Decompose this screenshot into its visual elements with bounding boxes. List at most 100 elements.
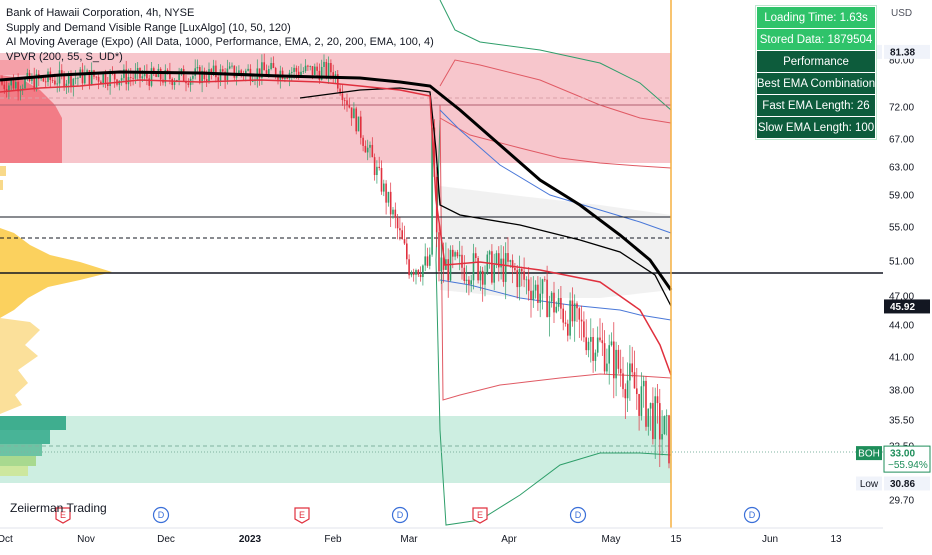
candle	[100, 80, 102, 84]
candle	[610, 332, 613, 347]
candle	[164, 64, 167, 87]
candle	[583, 311, 585, 343]
candle	[215, 60, 217, 83]
candle	[534, 280, 537, 299]
info-row-performance: Performance	[757, 51, 875, 72]
candle	[415, 268, 417, 285]
candle	[231, 62, 233, 69]
indicator-legend: Bank of Hawaii Corporation, 4h, NYSE Sup…	[6, 6, 434, 64]
candle	[530, 277, 532, 318]
candle	[97, 74, 100, 90]
candle	[636, 367, 638, 410]
candle	[461, 245, 463, 280]
candle	[567, 319, 569, 342]
candle	[263, 53, 265, 71]
candle	[440, 242, 443, 284]
candle	[196, 59, 199, 73]
chart-title[interactable]: Bank of Hawaii Corporation, 4h, NYSE	[6, 7, 195, 19]
candle	[442, 242, 445, 283]
candle	[491, 244, 493, 285]
candle	[613, 322, 615, 399]
candle	[348, 97, 351, 109]
candle	[532, 276, 535, 308]
legend-indicator-supply-demand[interactable]: Supply and Demand Visible Range [LuxAlgo…	[6, 21, 291, 34]
candle	[56, 76, 58, 93]
candle	[371, 137, 374, 158]
candle	[590, 318, 592, 363]
candle	[95, 76, 98, 81]
candle	[495, 250, 498, 269]
candle	[392, 207, 394, 219]
candle	[369, 141, 371, 158]
info-row-slow-ema: Slow EMA Length: 100	[757, 117, 875, 138]
candle	[222, 65, 224, 73]
candle	[272, 56, 275, 69]
svg-text:E: E	[477, 510, 483, 520]
svg-text:D: D	[397, 510, 404, 520]
price-tag-value: 45.92	[890, 302, 915, 313]
candle	[585, 319, 587, 355]
candle	[412, 268, 415, 282]
candle	[578, 307, 581, 338]
currency-label[interactable]: USD	[891, 8, 913, 19]
candle	[488, 249, 491, 269]
candle	[341, 84, 344, 106]
candle	[541, 278, 544, 310]
candle	[472, 243, 475, 290]
candle	[362, 135, 364, 152]
candle	[353, 102, 355, 119]
earnings-marker: E	[55, 507, 71, 524]
candle	[507, 237, 509, 266]
y-tick-label: 72.00	[889, 103, 914, 114]
candle	[327, 56, 330, 84]
x-tick-label: Nov	[77, 534, 95, 545]
candle	[396, 214, 399, 240]
dividend-marker: D	[391, 506, 409, 524]
candle	[525, 276, 528, 295]
candle	[573, 294, 576, 342]
dividend-marker: D	[743, 506, 761, 524]
candle	[33, 67, 35, 92]
candle	[571, 287, 574, 327]
candle	[403, 225, 406, 246]
candle	[504, 242, 507, 300]
x-tick-label: Mar	[400, 534, 418, 545]
candle	[493, 253, 495, 291]
candle	[424, 243, 426, 272]
candle	[548, 295, 551, 337]
candle	[555, 301, 558, 314]
candle	[539, 277, 541, 318]
candle	[357, 116, 360, 132]
candle	[419, 266, 422, 282]
candle	[649, 402, 652, 431]
time-axis[interactable]: Oct Nov Dec 2023 Feb Mar Apr May 15 Jun 13	[0, 534, 842, 545]
candle	[477, 255, 479, 284]
candle	[10, 79, 12, 91]
candle	[364, 140, 367, 153]
y-tick-label: 44.00	[889, 321, 914, 332]
candle	[12, 74, 15, 90]
candle	[270, 57, 272, 71]
candle	[401, 222, 403, 240]
price-tag: BOH 33.00−55.94%	[856, 445, 931, 473]
candle	[615, 341, 617, 397]
price-tag-label: Low	[860, 479, 879, 490]
candle	[378, 156, 380, 171]
candle	[199, 65, 201, 85]
x-tick-label: Oct	[0, 534, 13, 545]
candle	[380, 160, 383, 195]
x-tick-label: 15	[670, 534, 682, 545]
candle	[642, 375, 645, 408]
candle	[463, 255, 466, 284]
y-tick-label: 47.00	[889, 292, 914, 303]
candle	[484, 265, 486, 297]
candle	[387, 191, 390, 207]
candle	[291, 67, 293, 82]
candle	[511, 254, 514, 284]
supply-zone	[0, 53, 671, 163]
x-tick-label: 2023	[239, 534, 262, 545]
legend-indicator-vpvr[interactable]: VPVR (200, 55, S_UD*)	[6, 50, 123, 63]
legend-indicator-ai-ma[interactable]: AI Moving Average (Expo) (All Data, 1000…	[6, 36, 434, 48]
